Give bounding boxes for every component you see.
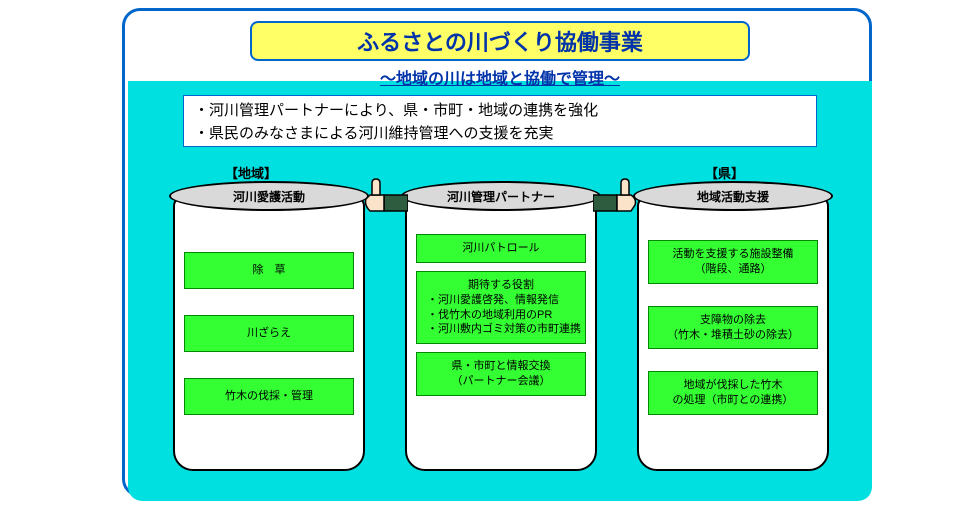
right-item-3: 地域が伐採した竹木 の処理（市町との連携） bbox=[648, 371, 818, 415]
hand-right-icon bbox=[593, 177, 639, 219]
title-text: ふるさとの川づくり協働事業 bbox=[357, 25, 643, 57]
right-item-1-l2: （階段、通路） bbox=[653, 262, 813, 277]
jar-lid-center: 河川管理パートナー bbox=[401, 181, 601, 211]
center-role-title: 期待する役割 bbox=[421, 278, 581, 293]
center-role-b1: ・河川愛護啓発、情報発信 bbox=[427, 293, 581, 308]
center-role-b3: ・河川敷内ゴミ対策の市町連携 bbox=[427, 322, 581, 337]
jar-lid-left: 河川愛護活動 bbox=[169, 181, 369, 211]
jar-lid-right: 地域活動支援 bbox=[633, 181, 833, 211]
jar-body-left: 除 草 川ざらえ 竹木の伐採・管理 bbox=[173, 196, 365, 471]
jar-right: 活動を支援する施設整備 （階段、通路） 支障物の除去 （竹木・堆積土砂の除去） … bbox=[633, 181, 833, 471]
right-item-1: 活動を支援する施設整備 （階段、通路） bbox=[648, 240, 818, 284]
right-item-2-l1: 支障物の除去 bbox=[653, 313, 813, 328]
jar-header-center: 河川管理パートナー bbox=[447, 188, 555, 205]
title-box: ふるさとの川づくり協働事業 bbox=[250, 21, 750, 61]
jar-left: 除 草 川ざらえ 竹木の伐採・管理 河川愛護活動 bbox=[169, 181, 369, 471]
right-item-2-l2: （竹木・堆積土砂の除去） bbox=[653, 328, 813, 343]
left-item-2: 川ざらえ bbox=[184, 315, 354, 352]
left-item-3: 竹木の伐採・管理 bbox=[184, 378, 354, 415]
center-role-b2: ・伐竹木の地域利用のPR bbox=[427, 308, 581, 323]
jar-center: 河川パトロール 期待する役割 ・河川愛護啓発、情報発信 ・伐竹木の地域利用のPR… bbox=[401, 181, 601, 471]
center-item-3-l1: 県・市町と情報交換 bbox=[421, 359, 581, 374]
right-item-3-l2: の処理（市町との連携） bbox=[653, 393, 813, 408]
summary-line-2: ・県民のみなさまによる河川維持管理への支援を充実 bbox=[194, 123, 806, 146]
center-item-3-l2: （パートナー会議） bbox=[421, 374, 581, 389]
hand-left-icon bbox=[362, 177, 408, 219]
subtitle-text: ～地域の川は地域と協働で管理～ bbox=[380, 71, 620, 88]
summary-box: ・河川管理パートナーにより、県・市町・地域の連携を強化 ・県民のみなさまによる河… bbox=[183, 95, 817, 147]
jar-header-right: 地域活動支援 bbox=[697, 188, 769, 205]
right-item-1-l1: 活動を支援する施設整備 bbox=[653, 247, 813, 262]
left-item-1: 除 草 bbox=[184, 252, 354, 289]
center-item-roles: 期待する役割 ・河川愛護啓発、情報発信 ・伐竹木の地域利用のPR ・河川敷内ゴミ… bbox=[416, 271, 586, 344]
center-item-3: 県・市町と情報交換 （パートナー会議） bbox=[416, 352, 586, 396]
summary-line-1: ・河川管理パートナーにより、県・市町・地域の連携を強化 bbox=[194, 100, 806, 123]
subtitle-row: ～地域の川は地域と協働で管理～ bbox=[125, 65, 875, 89]
column-label-left: 【地域】 bbox=[225, 163, 277, 182]
outer-frame: ふるさとの川づくり協働事業 ～地域の川は地域と協働で管理～ ・河川管理パートナー… bbox=[122, 8, 872, 497]
center-item-1: 河川パトロール bbox=[416, 234, 586, 263]
jar-body-center: 河川パトロール 期待する役割 ・河川愛護啓発、情報発信 ・伐竹木の地域利用のPR… bbox=[405, 196, 597, 471]
column-label-right: 【県】 bbox=[705, 163, 744, 182]
right-item-3-l1: 地域が伐採した竹木 bbox=[653, 378, 813, 393]
jar-body-right: 活動を支援する施設整備 （階段、通路） 支障物の除去 （竹木・堆積土砂の除去） … bbox=[637, 196, 829, 471]
jar-header-left: 河川愛護活動 bbox=[233, 188, 305, 205]
right-item-2: 支障物の除去 （竹木・堆積土砂の除去） bbox=[648, 306, 818, 350]
